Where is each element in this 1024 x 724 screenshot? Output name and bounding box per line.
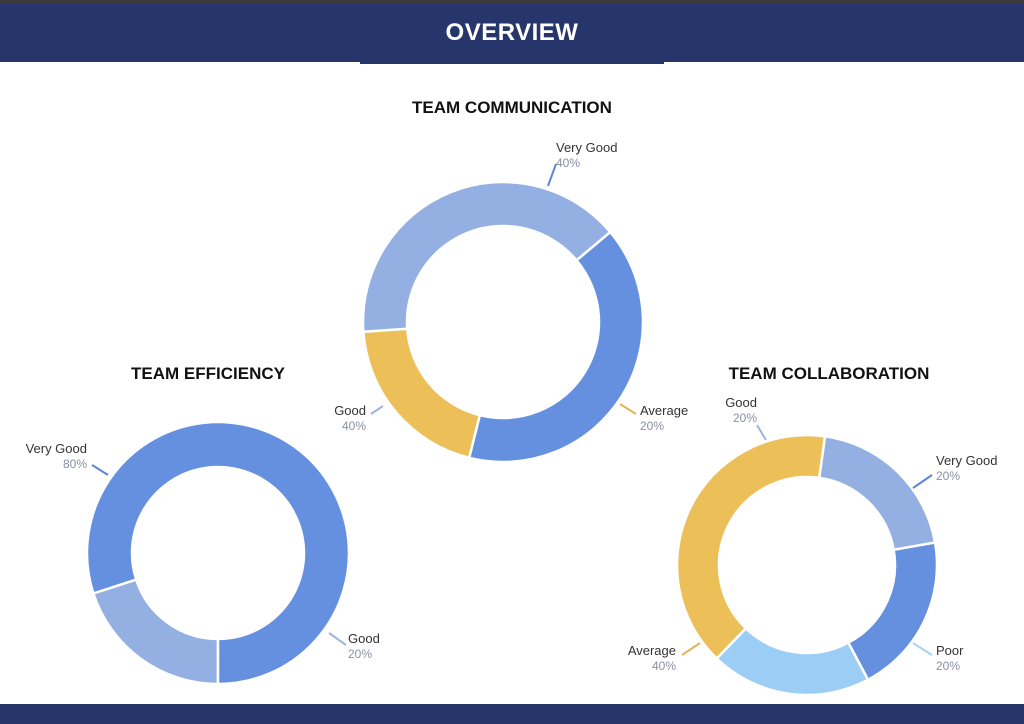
label-very-good: Very Good <box>556 140 617 155</box>
leader-line-good <box>756 424 767 441</box>
label-average: Average <box>640 403 688 418</box>
header-underline <box>360 62 664 64</box>
leader-line-very-good <box>91 464 109 476</box>
label-very-good-pct: 40% <box>556 156 580 170</box>
leader-line-average <box>681 642 701 656</box>
label-good-pct: 20% <box>733 411 757 425</box>
chart-team-collaboration: TEAM COLLABORATION Very Good 20% Poor 20… <box>628 364 997 697</box>
label-average-pct: 40% <box>652 659 676 673</box>
overview-header: OVERVIEW <box>0 4 1024 62</box>
label-poor: Poor <box>936 643 964 658</box>
slice-good <box>817 434 937 552</box>
chart-title-team-collaboration: TEAM COLLABORATION <box>729 364 930 383</box>
label-poor-pct: 20% <box>936 659 960 673</box>
donut-team-collaboration <box>675 433 939 697</box>
window-top-edge <box>0 0 1024 4</box>
label-very-good: Very Good <box>936 453 997 468</box>
label-good: Good <box>348 631 380 646</box>
slice-very-good <box>467 230 645 464</box>
leader-line-good <box>370 405 384 415</box>
label-average: Average <box>628 643 676 658</box>
chart-team-efficiency: TEAM EFFICIENCY Good 20% Very Good 80% <box>26 364 380 686</box>
label-good-pct: 40% <box>342 419 366 433</box>
donut-team-communication <box>361 180 645 464</box>
chart-team-communication: TEAM COMMUNICATION Very Good 40% Average… <box>334 98 688 464</box>
slice-average <box>362 327 482 460</box>
label-average-pct: 20% <box>640 419 664 433</box>
label-good-pct: 20% <box>348 647 372 661</box>
leader-line-average <box>619 403 637 415</box>
chart-title-team-efficiency: TEAM EFFICIENCY <box>131 364 286 383</box>
leader-line-poor <box>912 642 933 656</box>
leader-line-very-good <box>912 474 933 489</box>
label-good: Good <box>725 395 757 410</box>
leader-line-good <box>328 632 347 646</box>
slice-poor <box>714 626 870 697</box>
label-very-good: Very Good <box>26 441 87 456</box>
overview-footer <box>0 704 1024 724</box>
donut-team-efficiency <box>85 420 351 686</box>
page-title: OVERVIEW <box>445 19 579 46</box>
leader-line-very-good <box>547 163 557 187</box>
slice-very-good <box>846 540 939 682</box>
slice-very-good <box>85 420 351 686</box>
slice-good <box>361 180 613 334</box>
label-very-good-pct: 80% <box>63 457 87 471</box>
slice-average <box>675 433 827 661</box>
slice-good <box>91 578 220 686</box>
label-good: Good <box>334 403 366 418</box>
chart-title-team-communication: TEAM COMMUNICATION <box>412 98 612 117</box>
label-very-good-pct: 20% <box>936 469 960 483</box>
